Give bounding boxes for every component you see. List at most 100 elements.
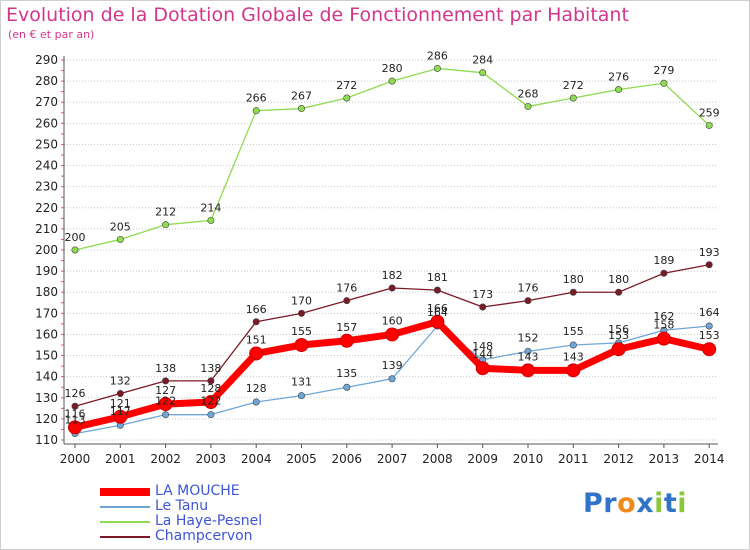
point-la-haye-pesnel [207, 216, 215, 224]
point-champcervon [297, 309, 305, 317]
data-label-la-mouche: 143 [518, 350, 539, 363]
data-label-la-mouche: 121 [110, 397, 131, 410]
data-label-champcervon: 180 [563, 273, 584, 286]
point-la-haye-pesnel [705, 121, 713, 129]
point-le-tanu [343, 383, 351, 391]
data-label-la-haye-pesnel: 268 [518, 87, 539, 100]
y-tick-label: 240 [35, 159, 58, 173]
data-label-la-mouche: 116 [65, 407, 86, 420]
data-label-champcervon: 193 [699, 246, 720, 259]
series-lines [68, 64, 717, 438]
point-la-mouche [68, 420, 82, 435]
data-label-la-mouche: 144 [472, 348, 493, 361]
data-label-la-haye-pesnel: 267 [291, 90, 312, 103]
legend-swatch-le-tanu [100, 506, 150, 508]
data-label-la-mouche: 166 [427, 302, 448, 315]
data-label-le-tanu: 148 [472, 340, 493, 353]
point-champcervon [479, 303, 487, 311]
legend-item-la-mouche[interactable]: LA MOUCHE [100, 483, 400, 499]
logo-letter: t [663, 488, 678, 519]
point-la-mouche [521, 363, 535, 378]
data-label-la-haye-pesnel: 212 [155, 206, 176, 219]
point-le-tanu [524, 347, 532, 355]
y-tick-label: 290 [35, 53, 58, 67]
point-la-haye-pesnel [343, 94, 351, 102]
x-tick-label: 2005 [286, 452, 317, 466]
x-tick-label: 2007 [377, 452, 408, 466]
data-label-champcervon: 138 [155, 362, 176, 375]
y-tick-label: 200 [35, 243, 58, 257]
point-la-haye-pesnel [569, 94, 577, 102]
data-label-la-haye-pesnel: 286 [427, 49, 448, 62]
series-line-la-haye-pesnel [74, 67, 710, 251]
data-label-la-mouche: 153 [699, 329, 720, 342]
data-label-le-tanu: 131 [291, 376, 312, 389]
data-label-champcervon: 138 [200, 362, 221, 375]
point-le-tanu [705, 322, 713, 330]
point-champcervon [615, 288, 623, 296]
y-tick-label: 190 [35, 264, 58, 278]
point-champcervon [433, 286, 441, 294]
x-tick-label: 2012 [603, 452, 634, 466]
logo-letter: i [654, 488, 664, 519]
legend-item-le-tanu[interactable]: Le Tanu [100, 498, 400, 514]
data-label-la-mouche: 157 [336, 321, 357, 334]
data-label-la-haye-pesnel: 214 [200, 201, 221, 214]
point-la-haye-pesnel [162, 221, 170, 229]
x-tick-label: 2004 [241, 452, 272, 466]
data-label-champcervon: 176 [336, 282, 357, 295]
data-label-le-tanu: 135 [336, 367, 357, 380]
point-le-tanu [207, 411, 215, 419]
point-la-mouche [339, 333, 354, 348]
data-labels: 200 205 212 214 266 267 272 280 286 284 268 272 276 2… [65, 49, 720, 426]
y-tick-label: 210 [35, 222, 58, 236]
y-tick-label: 130 [35, 391, 58, 405]
point-la-mouche [656, 331, 671, 346]
point-la-mouche [385, 327, 400, 342]
data-label-champcervon: 166 [246, 303, 267, 316]
point-le-tanu [297, 392, 305, 400]
data-label-le-tanu: 164 [427, 306, 448, 319]
data-label-la-haye-pesnel: 280 [382, 62, 403, 75]
data-label-la-haye-pesnel: 266 [246, 92, 267, 105]
data-label-champcervon: 132 [110, 375, 131, 388]
y-tick-label: 230 [35, 180, 58, 194]
point-la-haye-pesnel [615, 86, 623, 94]
data-label-la-mouche: 127 [155, 384, 176, 397]
y-tick-label: 260 [35, 116, 58, 130]
point-la-haye-pesnel [388, 77, 396, 85]
logo-letter: i [677, 488, 688, 519]
legend-item-la-haye-pesnel[interactable]: La Haye-Pesnel [100, 513, 400, 529]
legend-label-la-haye-pesnel: La Haye-Pesnel [155, 513, 263, 529]
logo-letter: x [636, 488, 655, 519]
legend-swatch-la-haye-pesnel [100, 521, 150, 523]
data-label-le-tanu: 128 [246, 382, 267, 395]
data-label-la-haye-pesnel: 272 [563, 79, 584, 92]
point-la-mouche [294, 338, 309, 352]
point-champcervon [71, 402, 79, 410]
point-champcervon [162, 377, 170, 385]
point-la-haye-pesnel [252, 107, 260, 115]
point-le-tanu [569, 341, 577, 349]
point-la-mouche [203, 395, 218, 409]
point-le-tanu [162, 411, 170, 419]
y-tick-label: 270 [35, 95, 58, 109]
legend-swatch-la-mouche [100, 488, 150, 496]
point-la-mouche [249, 346, 264, 361]
point-champcervon [343, 297, 351, 305]
legend-swatch-champcervon [100, 536, 150, 538]
point-champcervon [660, 269, 668, 277]
x-tick-label: 2000 [60, 452, 91, 466]
point-champcervon [569, 288, 577, 296]
y-tick-label: 280 [35, 74, 58, 88]
data-label-champcervon: 182 [382, 269, 403, 282]
data-label-la-haye-pesnel: 272 [336, 79, 357, 92]
legend-item-champcervon[interactable]: Champcervon [100, 528, 400, 544]
x-tick-label: 2008 [422, 452, 453, 466]
data-label-le-tanu: 155 [563, 325, 584, 338]
point-la-mouche [430, 314, 445, 329]
point-la-mouche [611, 342, 626, 357]
x-tick-label: 2010 [513, 452, 544, 466]
